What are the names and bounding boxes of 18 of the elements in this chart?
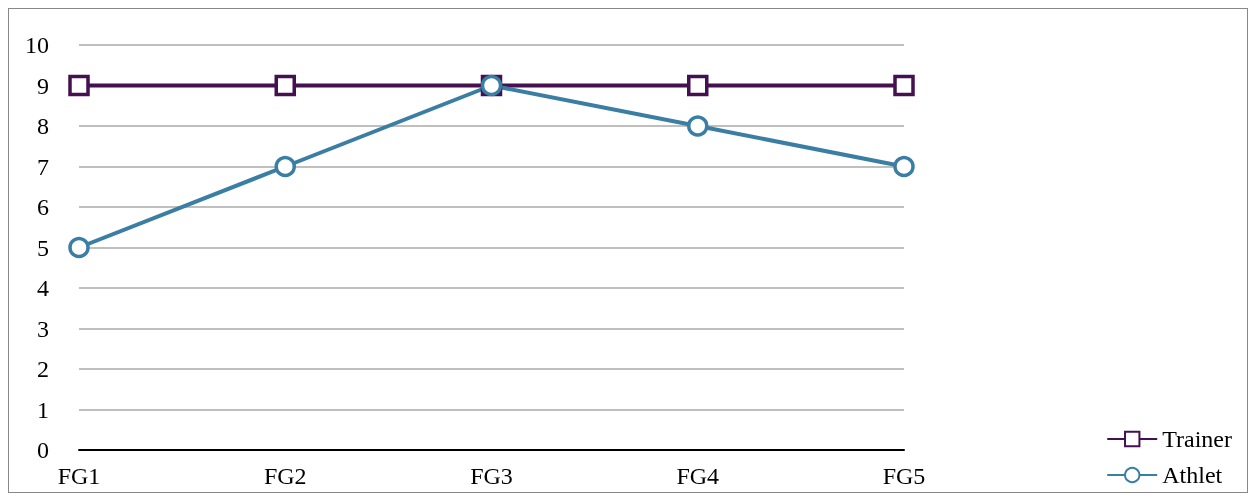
y-tick-label: 5 bbox=[37, 234, 49, 261]
y-tick-label: 2 bbox=[37, 356, 49, 382]
x-tick-label: FG5 bbox=[882, 463, 926, 489]
y-tick-label: 10 bbox=[25, 32, 49, 58]
x-tick-label: FG1 bbox=[57, 463, 101, 489]
x-tick-label: FG2 bbox=[263, 463, 307, 489]
y-tick-label: 0 bbox=[37, 437, 49, 463]
y-tick-label: 1 bbox=[37, 396, 49, 423]
y-tick-label: 6 bbox=[37, 194, 49, 220]
y-tick-label: 3 bbox=[37, 315, 49, 342]
y-tick-label: 8 bbox=[37, 113, 49, 139]
y-tick-label: 9 bbox=[37, 72, 49, 99]
x-tick-label: FG4 bbox=[676, 463, 720, 489]
y-tick-label: 7 bbox=[37, 153, 49, 180]
legend-label: Athlet bbox=[1162, 462, 1223, 488]
y-tick-label: 4 bbox=[37, 275, 49, 301]
legend-label: Trainer bbox=[1162, 426, 1233, 452]
x-tick-label: FG3 bbox=[470, 463, 513, 489]
